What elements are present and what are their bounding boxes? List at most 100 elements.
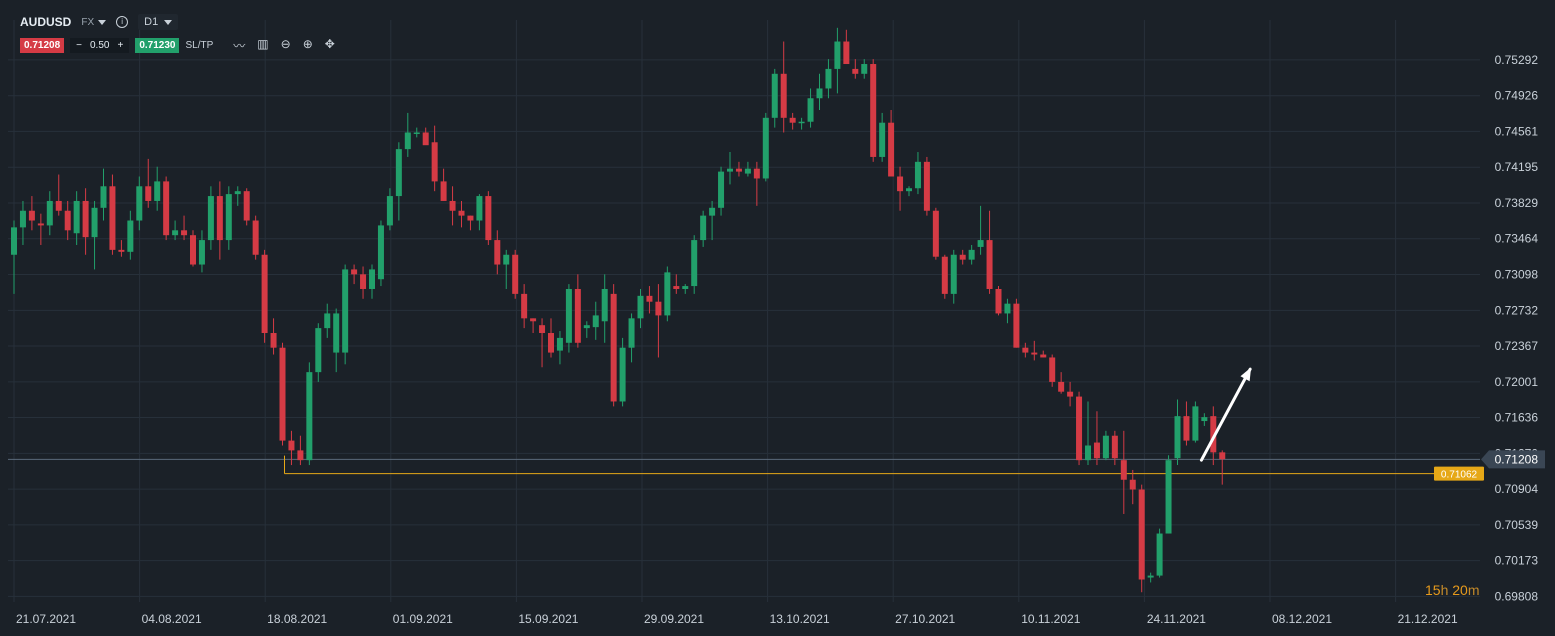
candle-body <box>1102 435 1109 459</box>
line-chart-icon[interactable]: 〰 <box>233 39 246 53</box>
decrease-button[interactable]: − <box>76 40 82 51</box>
candle-body <box>834 41 841 69</box>
candle-up <box>592 301 599 340</box>
candle-down <box>1067 381 1074 407</box>
candle-body <box>1049 357 1056 382</box>
info-icon[interactable]: i <box>116 16 129 28</box>
x-tick-label: 27.10.2021 <box>895 612 955 626</box>
candle-down <box>1031 340 1038 361</box>
candle-body <box>637 295 644 319</box>
crosshair-move-icon[interactable]: ✥ <box>324 37 335 51</box>
y-tick-label: 0.70539 <box>1495 518 1539 532</box>
candle-up <box>73 191 80 245</box>
candle-down <box>574 274 581 348</box>
candle-body <box>1138 489 1145 580</box>
x-tick-label: 18.08.2021 <box>267 612 327 626</box>
timeframe-dropdown[interactable]: D1 <box>138 14 179 30</box>
y-tick-label: 0.74926 <box>1495 89 1539 103</box>
candle-down <box>118 240 125 257</box>
candle-up <box>476 194 483 231</box>
candle-body <box>198 240 205 265</box>
zoom-in-icon[interactable]: ⊕ <box>302 37 313 51</box>
candle-up <box>950 249 957 304</box>
quantity-value[interactable]: 0.50 <box>90 40 110 51</box>
x-tick-label: 15.09.2021 <box>518 612 578 626</box>
candle-down <box>673 274 680 294</box>
candle-body <box>91 207 98 238</box>
candle-body <box>207 196 214 241</box>
candle-up <box>1201 413 1208 426</box>
candle-up <box>816 73 823 110</box>
candle-up <box>565 284 572 353</box>
candle-body <box>109 186 116 250</box>
candle-up <box>709 200 716 241</box>
candle-up <box>1192 401 1199 443</box>
x-tick-label: 29.09.2021 <box>644 612 704 626</box>
candle-up <box>154 166 161 211</box>
candle-up <box>11 220 17 294</box>
countdown-hours-unit: h <box>1440 582 1449 598</box>
candle-body <box>1192 406 1199 441</box>
candle-body <box>243 191 250 221</box>
candle-body <box>1210 416 1217 453</box>
candle-down <box>485 191 492 245</box>
candle-body <box>897 176 904 192</box>
quantity-stepper[interactable]: − 0.50 + <box>70 38 130 53</box>
y-tick-label: 0.73098 <box>1495 268 1539 282</box>
candle-body <box>64 210 71 231</box>
candle-body <box>1013 303 1020 348</box>
candle-down <box>521 284 528 329</box>
candle-body <box>360 274 367 289</box>
market-dropdown[interactable]: FX <box>81 17 107 28</box>
candle-down <box>789 112 796 130</box>
candle-body <box>1201 417 1208 422</box>
candle-up <box>315 323 322 382</box>
candle-body <box>762 117 769 179</box>
symbol-name[interactable]: AUDUSD <box>20 15 72 29</box>
candle-body <box>655 301 662 316</box>
candle-up <box>682 284 689 294</box>
candle-up <box>691 235 698 294</box>
candle-up <box>377 220 384 287</box>
candle-body <box>870 64 877 157</box>
trade-bar: 0.71208 − 0.50 + 0.71230 SL/TP 〰 ▥ ⊖ ⊕ ✥ <box>20 37 335 54</box>
candle-body <box>1165 460 1172 534</box>
candles-icon[interactable]: ▥ <box>257 37 269 51</box>
zoom-out-icon[interactable]: ⊖ <box>280 37 291 51</box>
y-tick-label: 0.73829 <box>1495 196 1539 210</box>
candle-up <box>1004 298 1011 324</box>
candle-body <box>494 240 501 265</box>
candle-up <box>136 176 143 231</box>
sell-price-button[interactable]: 0.71208 <box>20 38 65 53</box>
candle-body <box>431 142 438 182</box>
candle-up <box>914 152 921 195</box>
candle-body <box>190 235 196 265</box>
candle-body <box>583 325 590 329</box>
candle-body <box>46 200 53 226</box>
candle-body <box>145 186 152 201</box>
candle-up <box>404 112 411 157</box>
candle-up <box>744 161 751 177</box>
candle-up <box>207 186 214 250</box>
candle-down <box>467 215 474 231</box>
candle-down <box>1093 411 1100 466</box>
candle-up <box>1156 528 1163 578</box>
increase-button[interactable]: + <box>117 40 124 51</box>
candle-down <box>82 188 89 255</box>
candle-up <box>1165 455 1172 534</box>
sltp-button[interactable]: SL/TP <box>185 40 214 51</box>
candlestick-series <box>11 27 1226 593</box>
chart-grid <box>8 20 1480 602</box>
buy-price-button[interactable]: 0.71230 <box>135 38 180 53</box>
candle-body <box>995 288 1002 314</box>
candle-down <box>986 210 993 294</box>
candle-down <box>655 284 662 358</box>
candle-down <box>932 207 939 260</box>
candle-down <box>1129 469 1136 505</box>
candle-body <box>610 293 617 402</box>
candle-body <box>816 88 823 99</box>
x-tick-label: 24.11.2021 <box>1147 612 1206 626</box>
current-price-tag <box>1481 450 1545 469</box>
candle-body <box>1058 381 1065 392</box>
